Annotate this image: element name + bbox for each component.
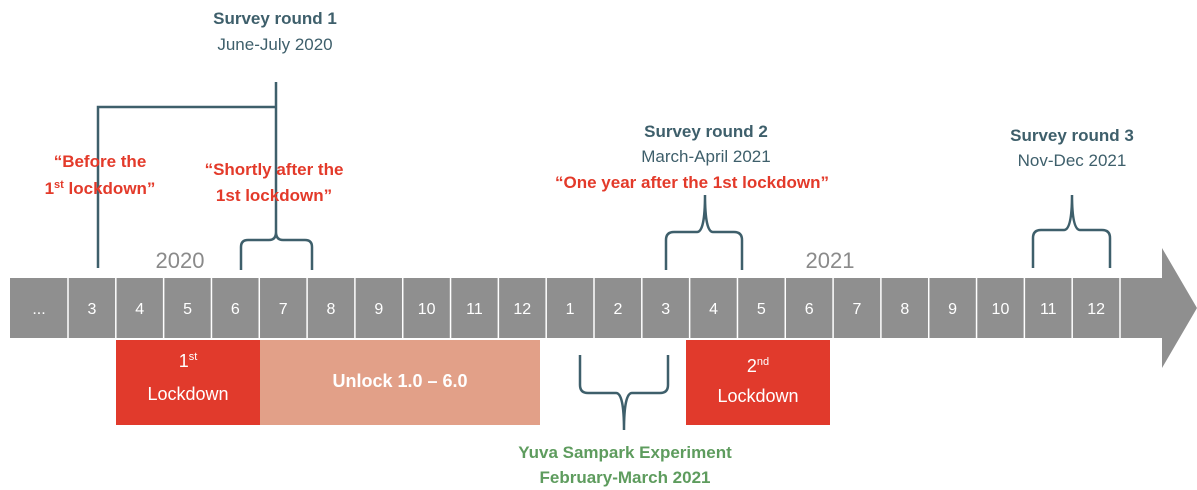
shortly-label: “Shortly after the <box>205 160 344 179</box>
month-label: 7 <box>853 301 862 318</box>
month-cells: ... 3 4 5 6 7 8 9 10 11 12 1 2 3 4 5 6 7 8 9 10 11 12 <box>32 278 1121 338</box>
second-lockdown-box <box>686 340 830 425</box>
survey-period: March-April 2021 <box>641 147 770 166</box>
month-label: ... <box>32 301 45 318</box>
month-label: 9 <box>948 301 957 318</box>
month-label: 10 <box>992 301 1010 318</box>
month-label: 6 <box>231 301 240 318</box>
ordinal: 1 <box>45 179 54 198</box>
superscript: st <box>189 351 198 363</box>
second-lockdown-ordinal: 2nd <box>747 356 769 376</box>
month-label: 4 <box>709 301 718 318</box>
month-label: 6 <box>805 301 814 318</box>
survey-note: “One year after the 1st lockdown” <box>555 173 829 192</box>
survey-1-bracket <box>96 82 278 268</box>
shortly-label: 1st lockdown” <box>216 186 332 205</box>
superscript: nd <box>757 356 769 368</box>
month-label: 8 <box>327 301 336 318</box>
before-label: “Before the <box>54 152 147 171</box>
year-label: 2021 <box>806 248 855 273</box>
label-rest: lockdown” <box>64 179 156 198</box>
survey-title: Survey round 2 <box>644 122 768 141</box>
survey-period: June-July 2020 <box>217 35 332 54</box>
experiment-title: Yuva Sampark Experiment <box>518 443 732 462</box>
brace <box>578 355 670 431</box>
month-label: 5 <box>757 301 766 318</box>
second-lockdown-label: Lockdown <box>717 386 798 406</box>
ordinal: 2 <box>747 356 757 376</box>
month-label: 2 <box>613 301 622 318</box>
month-label: 8 <box>900 301 909 318</box>
ordinal: 1 <box>179 351 189 371</box>
month-label: 9 <box>374 301 383 318</box>
brace <box>1031 194 1112 268</box>
first-lockdown-label: Lockdown <box>147 384 228 404</box>
superscript: st <box>54 179 64 191</box>
month-label: 1 <box>566 301 575 318</box>
month-label: 3 <box>661 301 670 318</box>
month-label: 7 <box>279 301 288 318</box>
month-label: 3 <box>87 301 96 318</box>
before-label: 1st lockdown” <box>45 179 156 198</box>
month-label: 12 <box>513 301 531 318</box>
survey-period: Nov-Dec 2021 <box>1018 151 1127 170</box>
experiment-period: February-March 2021 <box>539 468 710 487</box>
brace <box>664 194 744 270</box>
survey-title: Survey round 1 <box>213 9 337 28</box>
month-label: 4 <box>135 301 144 318</box>
unlock-box <box>260 340 540 425</box>
year-label: 2020 <box>156 248 205 273</box>
month-label: 5 <box>183 301 192 318</box>
unlock-label: Unlock 1.0 – 6.0 <box>332 371 467 391</box>
first-lockdown-box <box>116 340 260 425</box>
month-label: 11 <box>1040 301 1057 318</box>
month-label: 11 <box>466 301 483 318</box>
first-lockdown-ordinal: 1st <box>179 351 198 371</box>
month-label: 10 <box>418 301 436 318</box>
survey-title: Survey round 3 <box>1010 126 1134 145</box>
month-label: 12 <box>1087 301 1105 318</box>
brace <box>239 231 314 270</box>
